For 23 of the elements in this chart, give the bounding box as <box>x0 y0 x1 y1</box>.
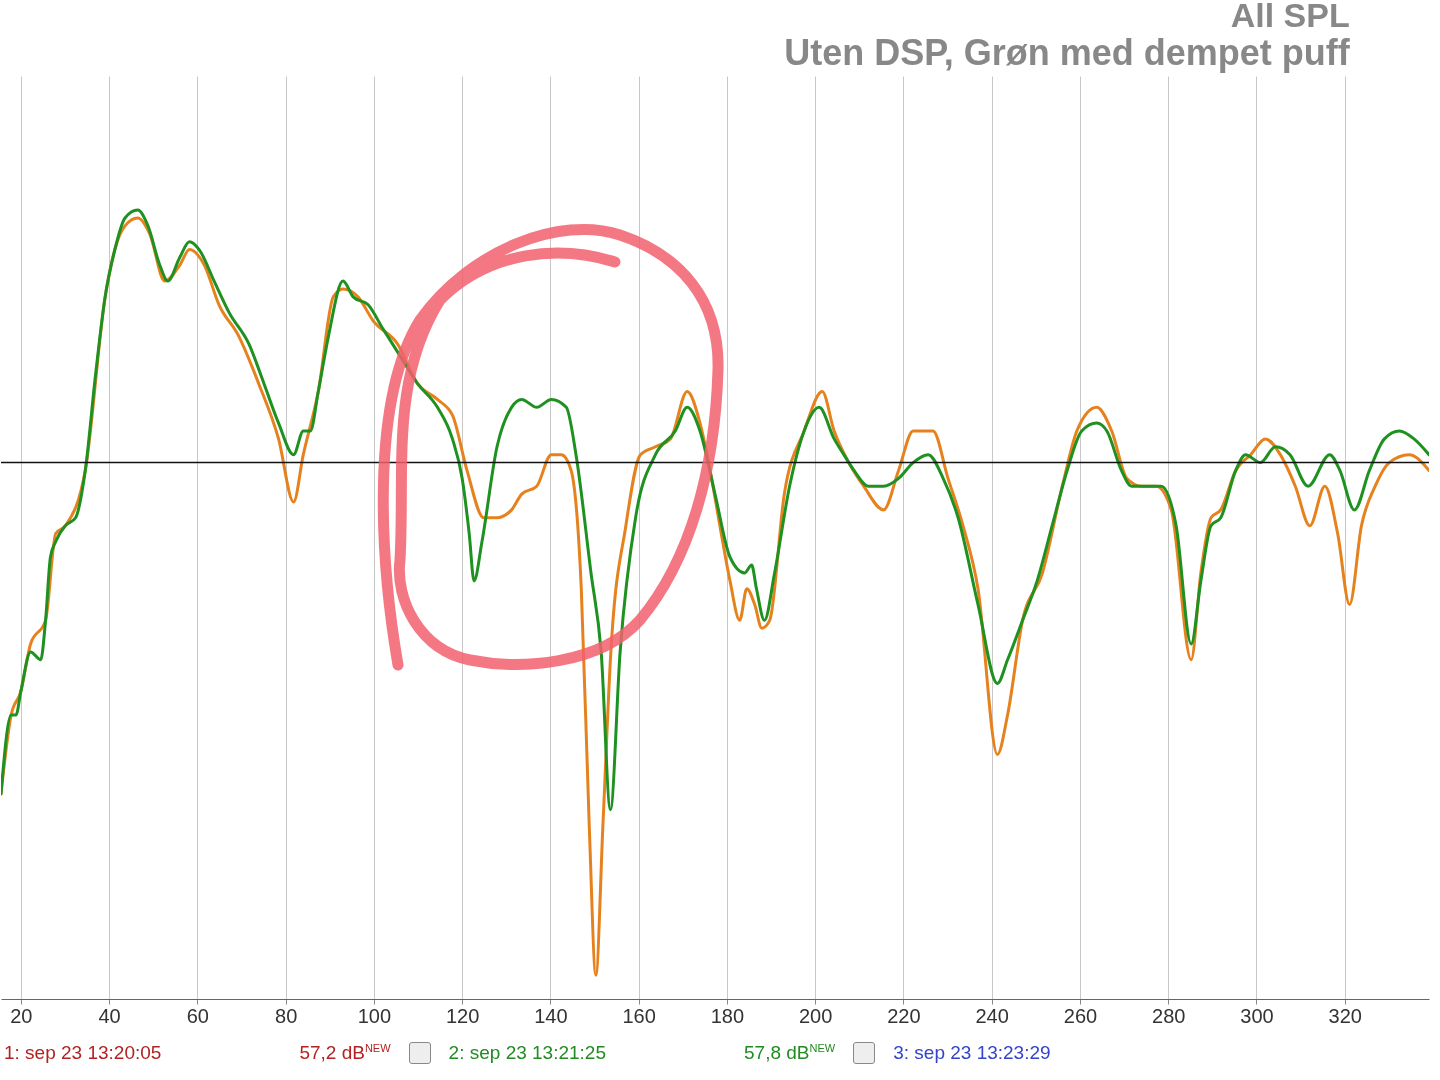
x-tick-label: 40 <box>98 1004 121 1027</box>
x-tick-label: 180 <box>710 1004 745 1027</box>
x-tick-label: 20 <box>10 1004 33 1027</box>
x-tick-label: 160 <box>622 1004 656 1027</box>
x-tick-label: 120 <box>445 1004 480 1027</box>
x-tick-label: 280 <box>1152 1004 1186 1027</box>
x-tick-label: 240 <box>975 1004 1009 1027</box>
x-tick-label: 100 <box>357 1004 392 1027</box>
text: 57,8 dB$^{NEW}$ <box>744 1041 836 1065</box>
x-tick-label: 140 <box>534 1004 568 1027</box>
x-tick-label: 60 <box>186 1004 209 1027</box>
text: 57,2 dB$^{NEW}$ <box>299 1041 391 1065</box>
chart-title: All SPL <box>1230 0 1350 34</box>
x-tick-label: 260 <box>1063 1004 1098 1027</box>
x-tick-label: 80 <box>275 1004 298 1027</box>
x-tick-label: 200 <box>798 1004 833 1027</box>
text: 1: sep 23 13:20:05 <box>4 1042 162 1064</box>
x-tick-label: 300 <box>1240 1004 1274 1027</box>
text: 2: sep 23 13:21:25 <box>448 1042 607 1064</box>
text: 3: sep 23 13:23:29 <box>893 1042 1051 1064</box>
x-tick-label: 320 <box>1328 1004 1362 1027</box>
chart-subtitle: Uten DSP, Grøn med dempet puff <box>784 32 1351 73</box>
x-tick-label: 220 <box>887 1004 921 1027</box>
